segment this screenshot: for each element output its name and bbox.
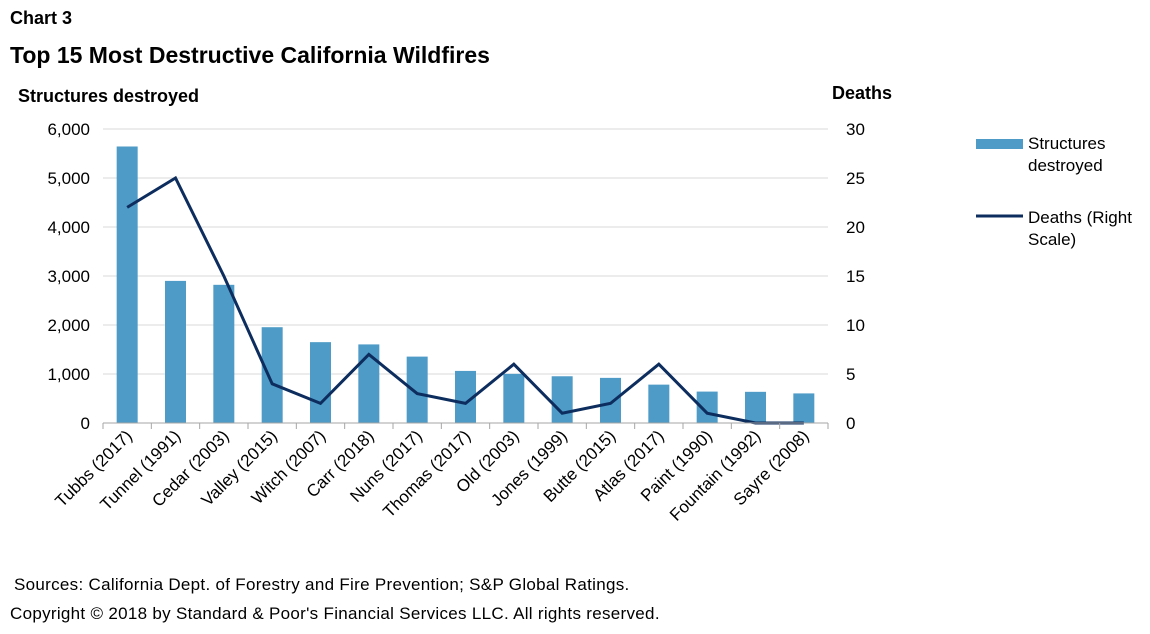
right-tick-label: 15 (846, 267, 865, 286)
left-tick-label: 5,000 (47, 169, 90, 188)
bar (551, 376, 573, 423)
bar (793, 393, 815, 423)
left-tick-label: 6,000 (47, 120, 90, 139)
bar (213, 284, 235, 423)
right-axis-title: Deaths (832, 83, 893, 103)
bar (165, 280, 186, 423)
chart-area: 0 1,000 2,000 3,000 4,000 5,000 6,000 0 5 10 15 20 2… (47, 120, 1132, 525)
right-tick-label: 20 (846, 218, 865, 237)
right-tick-label: 5 (846, 365, 855, 384)
bar (261, 327, 283, 423)
line-series (126, 175, 804, 425)
right-tick-label: 10 (846, 316, 865, 335)
bar-series (116, 146, 815, 424)
legend: Structures destroyed Deaths (Right Scale) (976, 134, 1132, 249)
bar (116, 146, 138, 424)
deaths-line (126, 175, 804, 425)
legend-bar-label: Structures destroyed (1028, 134, 1105, 175)
bar (310, 342, 331, 423)
left-tick-label: 2,000 (47, 316, 90, 335)
bar (406, 356, 428, 423)
left-tick-label: 4,000 (47, 218, 90, 237)
bar (455, 370, 476, 423)
right-tick-label: 25 (846, 169, 865, 188)
chart-title: Top 15 Most Destructive California Wildf… (10, 42, 490, 68)
bar (745, 391, 766, 423)
left-tick-label: 0 (81, 414, 90, 433)
left-tick-label: 3,000 (47, 267, 90, 286)
sources-note: Sources: California Dept. of Forestry an… (14, 575, 630, 594)
bar (600, 377, 621, 423)
bar (358, 344, 380, 423)
left-axis-title: Structures destroyed (18, 86, 200, 106)
bar (503, 373, 525, 423)
category-label: Thomas (2017) (379, 426, 474, 521)
chart-label: Chart 3 (10, 8, 73, 28)
left-tick-label: 1,000 (47, 365, 90, 384)
copyright-note: Copyright © 2018 by Standard & Poor's Fi… (10, 604, 660, 623)
bar (648, 384, 670, 423)
right-tick-label: 0 (846, 414, 855, 433)
legend-bar-swatch (976, 139, 1023, 149)
right-tick-label: 30 (846, 120, 865, 139)
legend-line-label: Deaths (Right Scale) (1028, 208, 1132, 249)
